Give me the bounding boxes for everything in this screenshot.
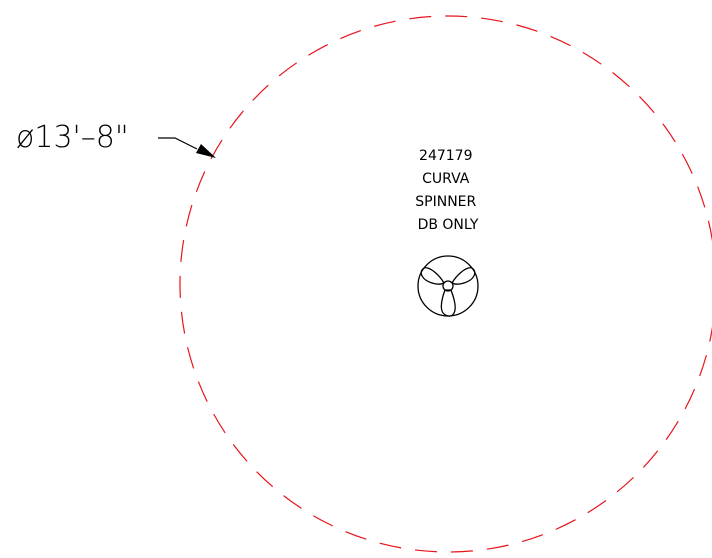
fixture-id: 247179	[419, 148, 472, 164]
coverage-circle	[179, 15, 712, 553]
leader-line	[158, 137, 198, 150]
fixture-line-4: DB ONLY	[418, 217, 479, 233]
fan-hub	[442, 280, 454, 292]
fan-blade-bottom	[440, 289, 456, 317]
fan-housing-circle	[417, 255, 479, 317]
fixture-line-2: CURVA	[422, 171, 470, 187]
diameter-dimension-label: ø13'–8"	[16, 120, 129, 155]
fan-blade-top-right	[451, 267, 476, 285]
leader-arrowhead	[196, 144, 216, 158]
dimension-leader	[158, 137, 216, 158]
fan-blade-top-left	[420, 267, 445, 285]
fixture-tag: 247179 CURVA SPINNER DB ONLY	[415, 148, 480, 233]
fixture-line-3: SPINNER	[415, 194, 476, 210]
fan-spinner-icon	[417, 255, 479, 317]
